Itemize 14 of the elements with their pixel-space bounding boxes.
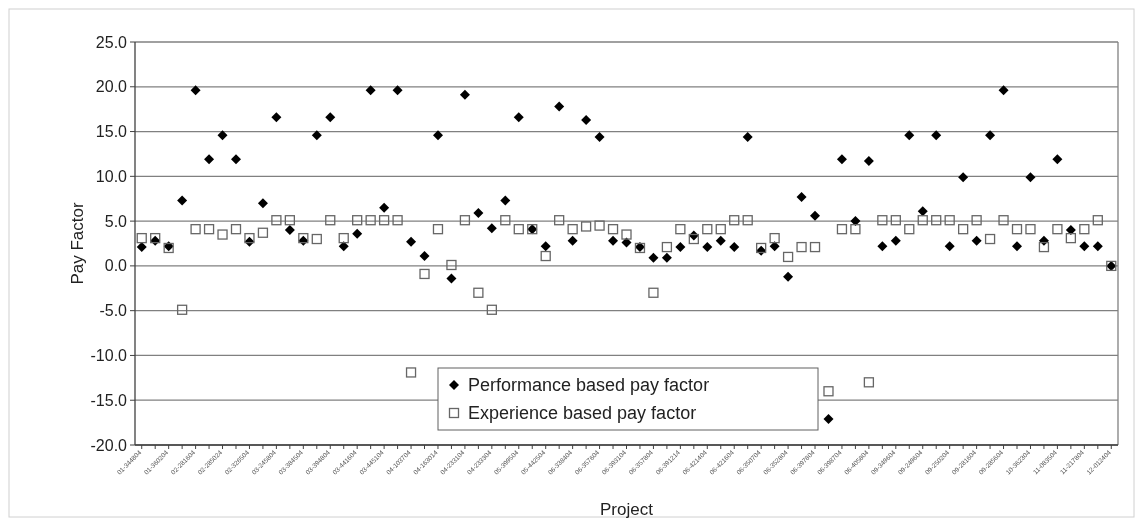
y-tick-label: 10.0 [95,167,128,185]
y-axis-title: Pay Factor [68,202,87,285]
legend-label: Experience based pay factor [468,403,697,424]
y-tick-label: -5.0 [99,302,128,320]
x-axis-title: Project [600,500,654,519]
legend-label: Performance based pay factor [468,375,710,396]
y-tick-label: 15.0 [95,123,128,141]
y-tick-label: 5.0 [104,212,128,230]
y-tick-label: -20.0 [90,436,128,454]
y-tick-label: 25.0 [95,33,128,51]
y-tick-label: 0.0 [104,257,128,275]
y-tick-label: -10.0 [90,347,128,365]
y-tick-label: -15.0 [90,391,128,409]
y-tick-label: 20.0 [95,78,128,96]
